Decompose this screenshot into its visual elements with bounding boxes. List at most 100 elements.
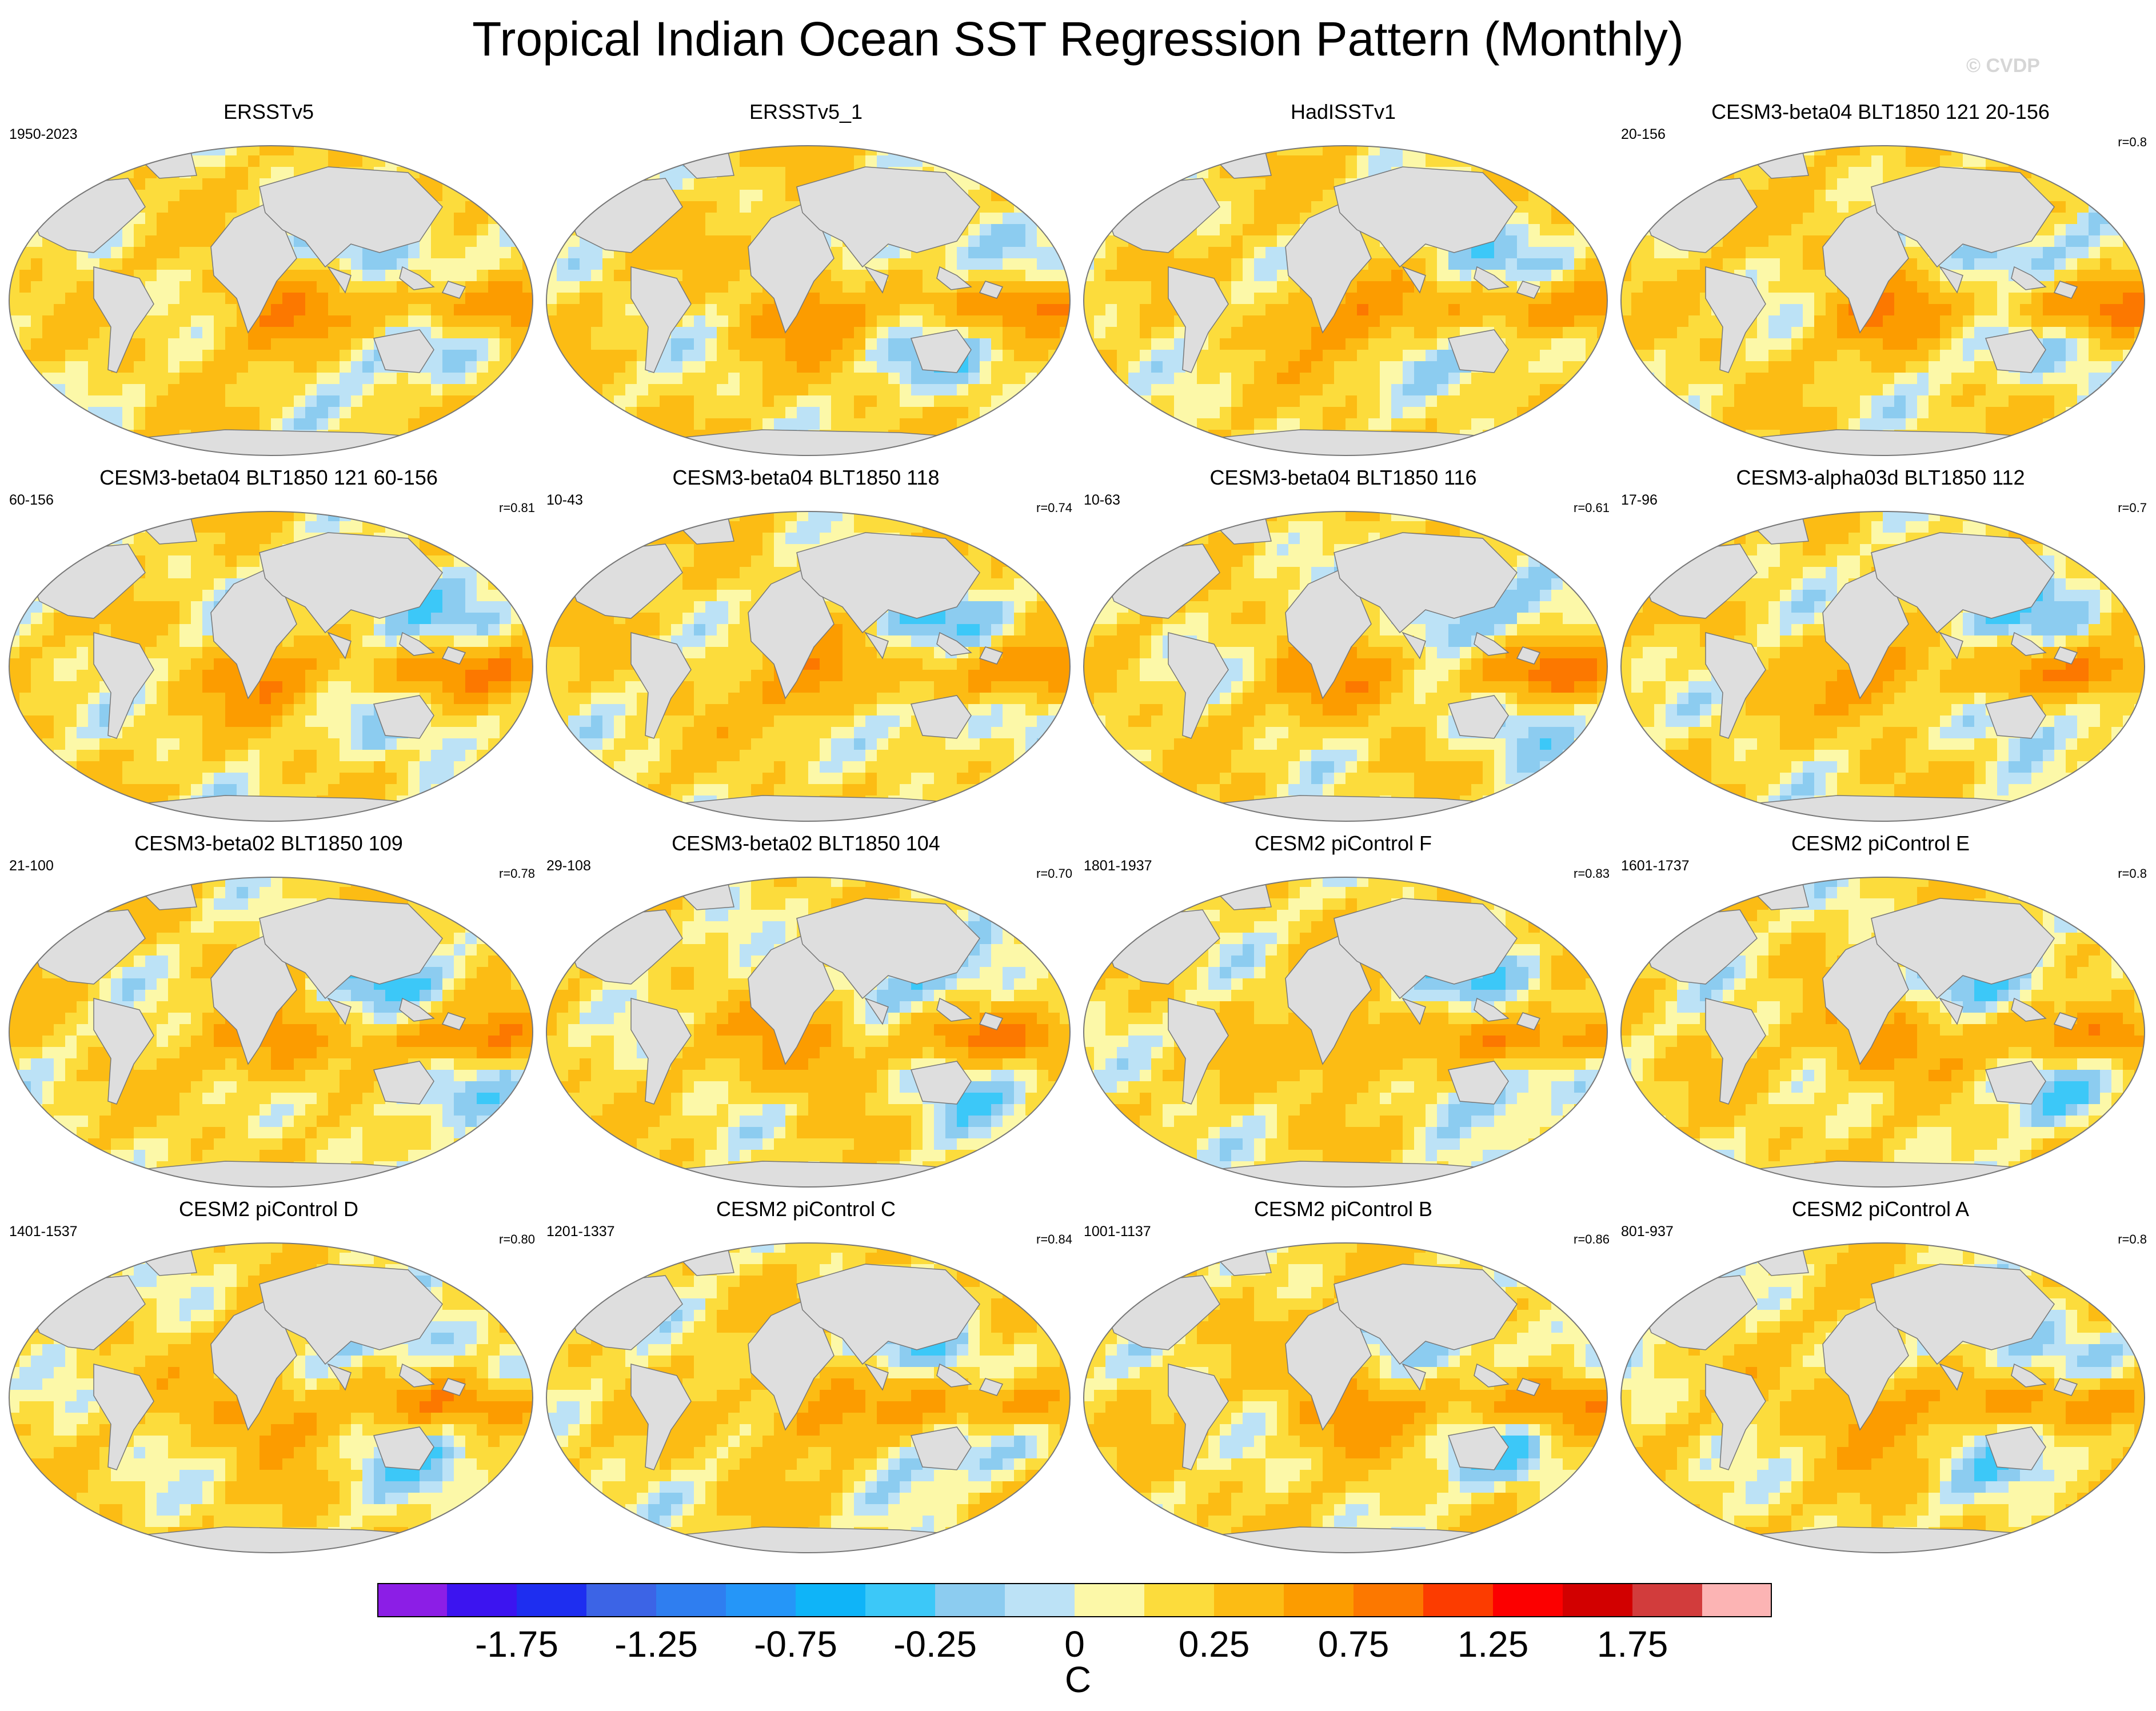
sst-cell xyxy=(134,235,146,247)
sst-cell xyxy=(122,373,134,385)
sst-cell xyxy=(945,293,957,305)
sst-cell xyxy=(202,361,214,373)
sst-cell xyxy=(431,441,443,453)
sst-cell xyxy=(546,155,557,167)
sst-cell xyxy=(202,201,214,213)
sst-cell xyxy=(1060,190,1070,202)
sst-cell xyxy=(682,384,694,396)
sst-cell xyxy=(2077,373,2089,385)
sst-cell xyxy=(1037,167,1049,179)
sst-cell xyxy=(9,178,20,190)
sst-cell xyxy=(1586,338,1598,350)
sst-cell xyxy=(2031,293,2043,305)
sst-cell xyxy=(2066,167,2078,179)
sst-cell xyxy=(854,373,866,385)
sst-cell xyxy=(728,213,740,225)
sst-cell xyxy=(1768,258,1780,270)
sst-cell xyxy=(351,247,363,259)
sst-cell xyxy=(488,224,500,236)
sst-cell xyxy=(751,293,763,305)
sst-cell xyxy=(1254,384,1266,396)
sst-cell xyxy=(1494,235,1506,247)
sst-cell xyxy=(705,178,717,190)
sst-cell xyxy=(179,361,191,373)
sst-cell xyxy=(19,293,31,305)
sst-cell xyxy=(397,441,409,453)
sst-cell xyxy=(1951,395,1963,407)
sst-cell xyxy=(191,247,203,259)
sst-cell xyxy=(1094,361,1106,373)
sst-cell xyxy=(568,201,580,213)
sst-cell xyxy=(831,281,843,293)
land-mass xyxy=(1402,266,1426,294)
sst-cell xyxy=(888,293,900,305)
sst-cell xyxy=(843,350,855,362)
sst-cell xyxy=(42,361,54,373)
sst-cell xyxy=(2100,178,2112,190)
sst-cell xyxy=(340,407,352,419)
sst-cell xyxy=(1883,384,1895,396)
sst-cell xyxy=(420,384,432,396)
sst-cell xyxy=(225,304,237,316)
sst-cell xyxy=(1185,373,1197,385)
sst-cell xyxy=(854,315,866,327)
sst-cell xyxy=(991,146,1003,156)
sst-cell xyxy=(408,441,420,453)
sst-cell xyxy=(488,201,500,213)
sst-cell xyxy=(591,395,603,407)
sst-cell xyxy=(442,146,454,156)
sst-cell xyxy=(546,247,557,259)
sst-cell xyxy=(1517,258,1529,270)
sst-cell xyxy=(1621,407,1632,419)
sst-cell xyxy=(1084,146,1095,156)
sst-cell xyxy=(682,190,694,202)
sst-cell xyxy=(282,350,294,362)
sst-cell xyxy=(1757,407,1769,419)
sst-cell xyxy=(740,293,752,305)
sst-cell xyxy=(317,407,329,419)
sst-cell xyxy=(637,146,649,156)
sst-cell xyxy=(1060,373,1070,385)
sst-cell xyxy=(1345,418,1358,430)
sst-cell xyxy=(168,178,180,190)
sst-cell xyxy=(1746,178,1758,190)
sst-cell xyxy=(831,304,843,316)
sst-cell xyxy=(694,281,706,293)
sst-cell xyxy=(1163,338,1175,350)
panel-pattern-correlation: r=0.8 xyxy=(2118,135,2147,150)
sst-cell xyxy=(2054,384,2066,396)
sst-cell xyxy=(820,167,832,179)
sst-cell xyxy=(9,213,20,225)
sst-cell xyxy=(2089,258,2101,270)
sst-cell xyxy=(1780,350,1792,362)
sst-cell xyxy=(1084,281,1095,293)
sst-cell xyxy=(1368,361,1380,373)
sst-cell xyxy=(717,224,729,236)
sst-cell xyxy=(1860,361,1872,373)
sst-cell xyxy=(1220,315,1232,327)
sst-cell xyxy=(1563,213,1575,225)
sst-cell xyxy=(568,361,580,373)
sst-cell xyxy=(9,146,20,156)
sst-cell xyxy=(717,315,729,327)
land-mass xyxy=(399,266,435,290)
sst-cell xyxy=(191,146,203,156)
sst-cell xyxy=(614,146,626,156)
sst-cell xyxy=(397,281,409,293)
sst-cell xyxy=(2009,146,2021,156)
sst-cell xyxy=(2111,224,2123,236)
sst-cell xyxy=(237,361,249,373)
sst-cell xyxy=(1963,304,1975,316)
sst-cell xyxy=(19,384,31,396)
sst-cell xyxy=(77,258,89,270)
sst-cell xyxy=(1860,395,1872,407)
sst-cell xyxy=(602,146,614,156)
sst-cell xyxy=(808,293,820,305)
sst-cell xyxy=(259,146,272,156)
sst-cell xyxy=(1780,258,1792,270)
sst-cell xyxy=(1334,315,1346,327)
sst-cell xyxy=(1540,430,1552,442)
sst-cell xyxy=(511,258,523,270)
sst-cell xyxy=(465,190,477,202)
sst-cell xyxy=(2009,247,2021,259)
